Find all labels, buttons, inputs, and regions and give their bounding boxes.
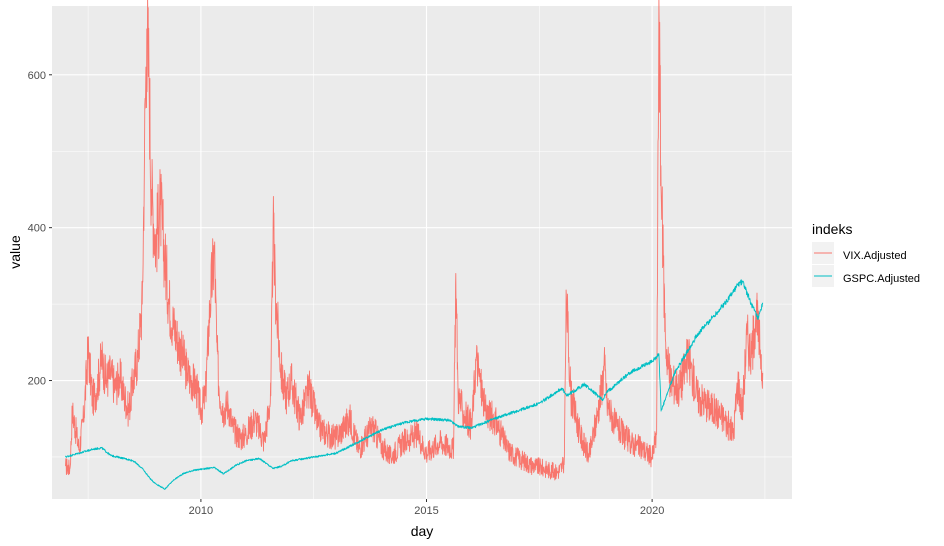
- y-axis: 200 400 600: [28, 70, 52, 388]
- y-tick-label: 400: [28, 223, 46, 235]
- legend-label-gspc: GSPC.Adjusted: [843, 273, 920, 285]
- x-axis-title: day: [411, 523, 434, 539]
- legend-title: indeks: [812, 221, 852, 237]
- grid-minor: [52, 6, 792, 499]
- series-layer: [65, 0, 764, 490]
- x-axis: 2010 2015 2020: [189, 499, 664, 517]
- x-tick-label: 2015: [414, 505, 438, 517]
- series-line-vix-adjusted: [65, 0, 764, 481]
- x-tick-label: 2020: [640, 505, 664, 517]
- x-tick-label: 2010: [189, 505, 213, 517]
- legend-label-vix: VIX.Adjusted: [843, 250, 907, 262]
- grid-major: [52, 6, 792, 499]
- y-tick-label: 600: [28, 70, 46, 82]
- series-line-gspc-adjusted: [65, 279, 764, 490]
- legend: indeks VIX.Adjusted GSPC.Adjusted: [812, 221, 920, 287]
- plot-panel: [52, 6, 792, 499]
- y-axis-title: value: [7, 235, 23, 269]
- y-tick-label: 200: [28, 376, 46, 388]
